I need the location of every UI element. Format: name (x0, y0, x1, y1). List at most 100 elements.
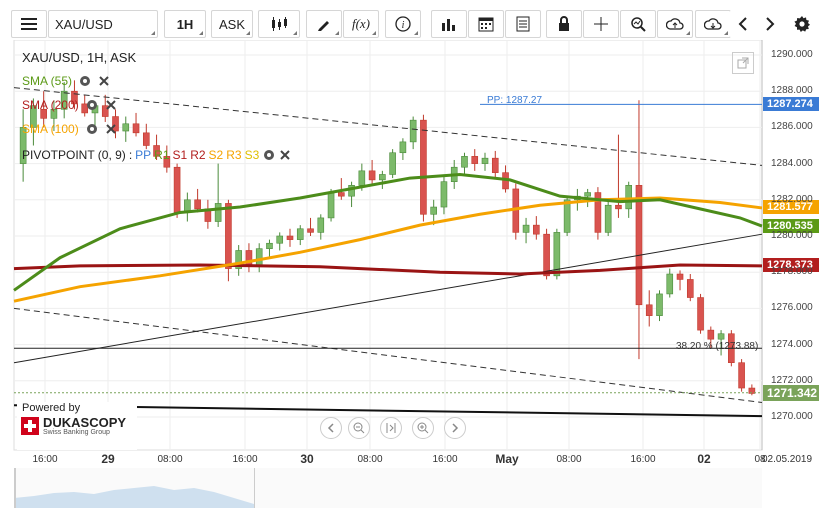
price-marker: 1280.535 (763, 219, 819, 234)
navigator-area-fill (14, 486, 254, 508)
candle-body (563, 199, 571, 233)
legend-label: SMA (100) (22, 122, 79, 136)
expand-icon (737, 57, 749, 69)
candle-body (635, 185, 643, 306)
candle-body (461, 156, 468, 168)
legend-pivotpoint: PIVOTPOINT (0, 9) : PP R1 S1 R2 S2 R3 S3 (22, 148, 291, 162)
instrument-selector[interactable]: XAU/USD (48, 10, 158, 38)
candle-body (60, 90, 68, 110)
candle-body (235, 250, 242, 269)
gear-icon[interactable] (78, 74, 92, 88)
candle-body (194, 199, 201, 210)
candle-body (522, 224, 530, 233)
side-selector[interactable]: ASK (211, 10, 253, 38)
zoom-button[interactable] (620, 10, 656, 38)
y-tick-label: 1278.000 (771, 266, 813, 278)
menu-button[interactable] (11, 10, 47, 38)
pivot-pp: PP (135, 148, 152, 162)
candle-body (19, 127, 27, 164)
chevron-right-icon (452, 423, 459, 433)
instrument-label: XAU/USD (55, 16, 113, 32)
close-icon[interactable] (98, 75, 110, 87)
nav-first-button[interactable] (320, 417, 342, 439)
pivot-r2: R2 (190, 148, 206, 162)
list-button[interactable] (505, 10, 541, 38)
price-marker: 1281.577 (763, 200, 819, 215)
candle-body (625, 185, 633, 210)
drawing-tools-button[interactable] (306, 10, 342, 38)
brand-sub: Swiss Banking Group (43, 429, 110, 436)
candle-body (71, 90, 78, 105)
navigator[interactable] (14, 468, 762, 508)
upload-button[interactable] (657, 10, 693, 38)
powered-by[interactable]: Powered by DUKASCOPY Swiss Banking Group (17, 402, 137, 450)
nav-reset-button[interactable] (380, 417, 402, 439)
sma-100-line (13, 196, 763, 303)
calendar-button[interactable] (468, 10, 504, 38)
close-icon[interactable] (105, 99, 117, 111)
x-tick-label: 16:00 (232, 454, 258, 465)
y-tick-label: 1290.000 (771, 49, 813, 60)
candle-body (748, 387, 756, 394)
nav-zoom-out-button[interactable] (348, 417, 370, 439)
y-tick-label: 1284.000 (771, 157, 813, 169)
info-button[interactable]: i (385, 10, 421, 38)
pp-label: PP: 1287.27 (487, 95, 543, 106)
scroll-right-button[interactable] (757, 10, 783, 38)
nav-next-button[interactable] (444, 417, 466, 439)
candle-body (81, 103, 89, 114)
candle-body (276, 235, 284, 244)
candle-body (389, 152, 396, 175)
candle-body (481, 157, 489, 164)
candle-body (255, 248, 263, 266)
candles-icon (272, 17, 287, 31)
close-icon[interactable] (279, 149, 291, 161)
candle-body (112, 116, 119, 132)
candle-body (101, 105, 109, 117)
timeframe-selector[interactable]: 1H (164, 10, 206, 38)
chart-type-button[interactable] (258, 10, 300, 38)
brand-row: DUKASCOPY Swiss Banking Group (21, 416, 137, 436)
lock-button[interactable] (546, 10, 582, 38)
candle-body (317, 217, 325, 233)
calendar-icon (478, 17, 494, 32)
y-tick-label: 1274.000 (771, 338, 813, 350)
settings-button[interactable] (789, 10, 815, 38)
pivot-r1: R1 (154, 148, 170, 162)
candle-body (327, 192, 335, 219)
candle-body (40, 109, 47, 119)
candle-body (30, 105, 37, 128)
candle-body (409, 119, 417, 143)
cloud-upload-icon (666, 18, 684, 30)
volume-button[interactable] (431, 10, 467, 38)
cloud-download-icon (704, 18, 722, 30)
chart-area[interactable]: XAU/USD, 1H, ASK SMA (55) SMA (200) SMA … (0, 40, 824, 508)
scroll-left-button[interactable] (730, 10, 756, 38)
crosshair-button[interactable] (583, 10, 619, 38)
brand-name: DUKASCOPY (43, 415, 127, 430)
indicators-button[interactable]: f(x) (343, 10, 379, 38)
expand-button[interactable] (732, 52, 754, 74)
y-tick-label: 1286.000 (771, 121, 813, 133)
x-tick-label: 08:00 (157, 454, 183, 465)
close-icon[interactable] (105, 123, 117, 135)
candle-body (173, 166, 181, 213)
chart-title: XAU/USD, 1H, ASK (22, 50, 137, 65)
lock-icon (559, 16, 569, 31)
x-tick-label: May (495, 452, 519, 466)
legend-sma-100: SMA (100) (22, 122, 117, 136)
pencil-icon (318, 21, 329, 31)
candle-body (543, 233, 550, 277)
candle-body (163, 156, 171, 168)
gear-icon[interactable] (85, 122, 99, 136)
candle-body (604, 204, 612, 233)
document-icon (516, 16, 530, 32)
candle-body (666, 273, 674, 295)
pivot-r3: R3 (226, 148, 242, 162)
nav-zoom-in-button[interactable] (412, 417, 434, 439)
legend-label: SMA (200) (22, 98, 79, 112)
y-tick-label: 1272.000 (771, 374, 813, 386)
download-button[interactable] (695, 10, 731, 38)
gear-icon[interactable] (85, 98, 99, 112)
gear-icon[interactable] (262, 148, 276, 162)
